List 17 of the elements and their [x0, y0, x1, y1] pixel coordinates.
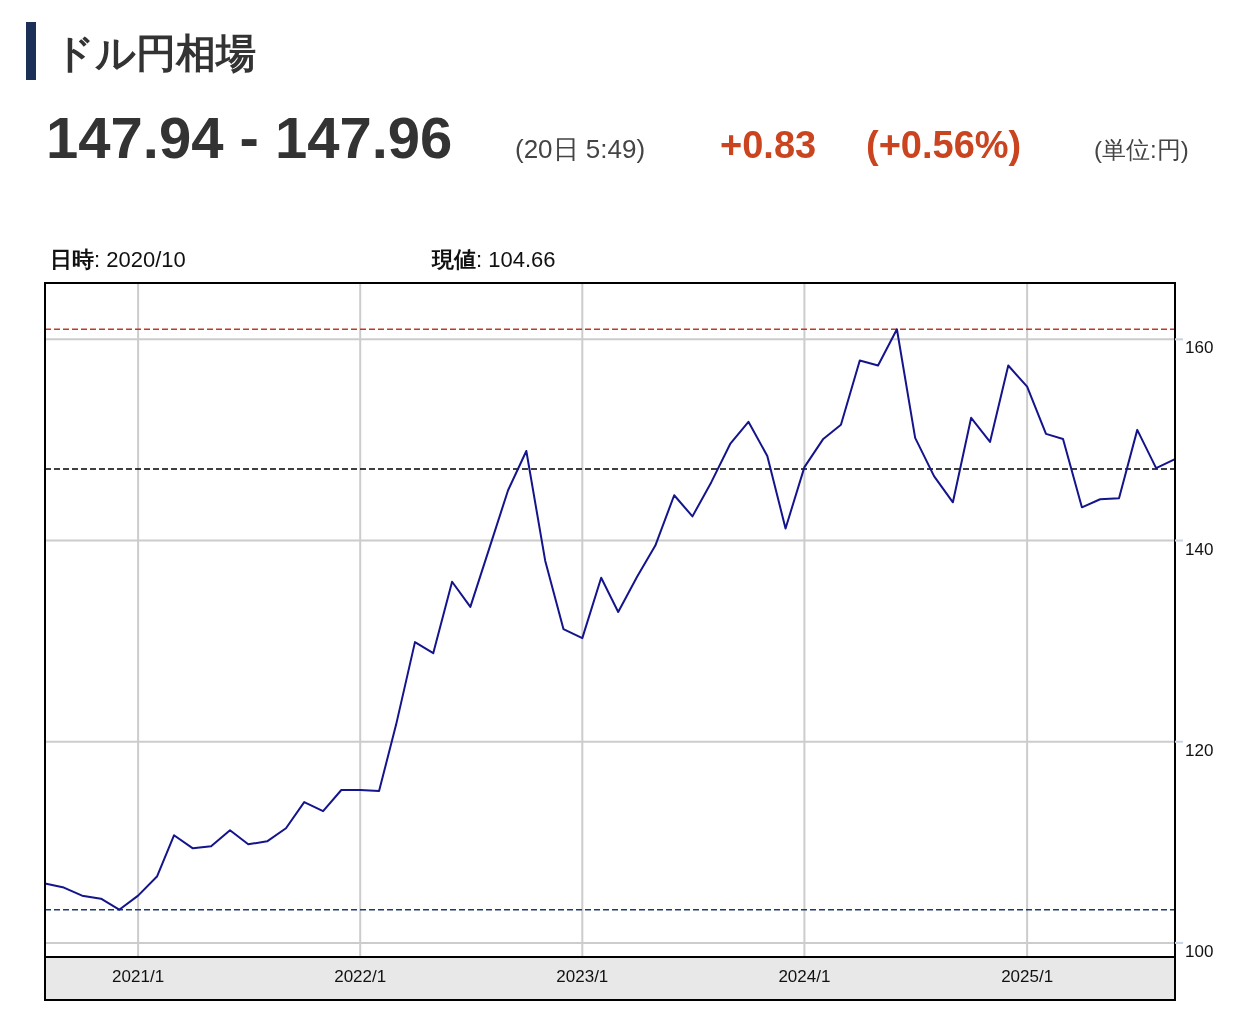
text: +0.83	[720, 124, 817, 166]
text: (単位:円)	[1094, 136, 1189, 163]
text: 日時: 2020/10	[50, 247, 186, 272]
text: (+0.56%)	[866, 124, 1022, 166]
x-tick-label: 2025/1	[1001, 967, 1054, 986]
x-tick-label: 2021/1	[112, 967, 165, 986]
x-tick-label: 2023/1	[556, 967, 609, 986]
y-tick-label: 120	[1185, 740, 1214, 760]
text: 現値: 104.66	[431, 247, 556, 272]
y-tick-label: 160	[1185, 338, 1214, 358]
y-tick-label: 140	[1185, 539, 1214, 559]
chart-title: ドル円相場	[54, 31, 256, 75]
x-tick-label: 2022/1	[334, 967, 387, 986]
text: (20日 5:49)	[515, 134, 646, 164]
y-tick-label: 100	[1185, 941, 1214, 961]
x-tick-label: 2024/1	[778, 967, 831, 986]
text: 147.94 - 147.96	[46, 105, 453, 170]
